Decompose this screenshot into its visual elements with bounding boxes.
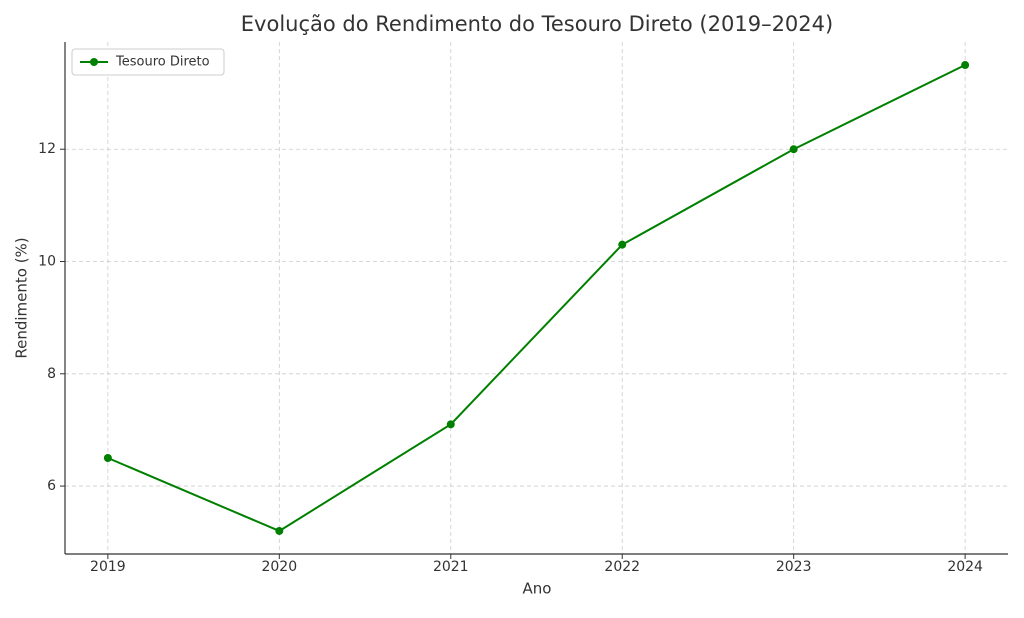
data-point bbox=[275, 526, 284, 535]
y-tick-label: 8 bbox=[47, 366, 56, 382]
legend-box bbox=[71, 48, 225, 76]
chart-title: Evolução do Rendimento do Tesouro Direto… bbox=[241, 12, 833, 36]
legend: Tesouro Direto bbox=[71, 48, 225, 76]
x-tick-label: 2021 bbox=[433, 559, 469, 575]
data-point bbox=[446, 420, 455, 429]
y-tick-label: 12 bbox=[38, 141, 56, 157]
data-point bbox=[789, 145, 798, 154]
x-tick-label: 2023 bbox=[776, 559, 812, 575]
y-axis-label: Rendimento (%) bbox=[13, 237, 31, 358]
data-point bbox=[961, 61, 970, 70]
legend-label: Tesouro Direto bbox=[115, 55, 210, 70]
data-point bbox=[618, 240, 627, 249]
x-tick-label: 2024 bbox=[947, 559, 983, 575]
legend-marker bbox=[90, 58, 98, 66]
series-line bbox=[107, 64, 966, 533]
y-tick-label: 6 bbox=[47, 478, 56, 494]
x-axis-label: Ano bbox=[523, 580, 552, 598]
x-tick-label: 2022 bbox=[604, 559, 640, 575]
y-tick-label: 10 bbox=[38, 254, 56, 270]
data-point bbox=[103, 454, 112, 462]
x-tick-label: 2019 bbox=[90, 559, 126, 575]
x-tick-label: 2020 bbox=[261, 559, 297, 575]
